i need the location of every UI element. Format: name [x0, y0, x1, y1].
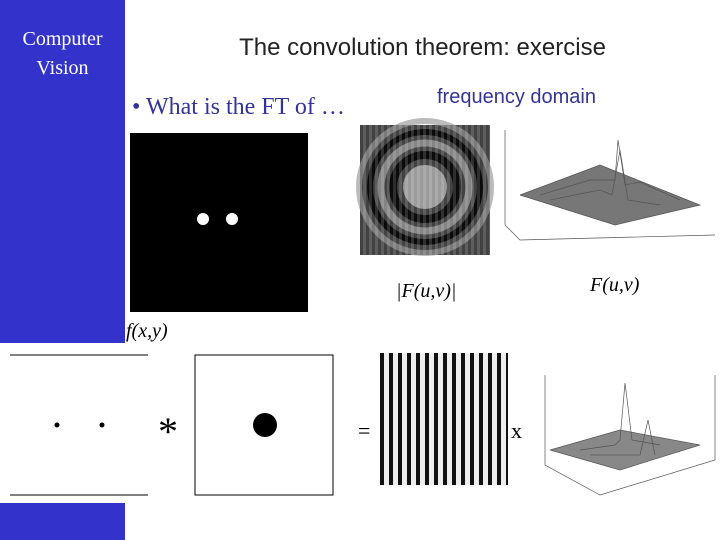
- dot: [99, 422, 105, 428]
- magnitude-image: [356, 118, 494, 256]
- times-symbol: x: [511, 418, 522, 443]
- bullet-text: What is the FT of …: [145, 94, 345, 120]
- sidebar-line: Computer: [22, 28, 103, 50]
- surface-plot: [504, 130, 716, 241]
- dot: [226, 213, 238, 225]
- sidebar-bottom: [0, 503, 125, 540]
- frequency-label: frequency domain: [437, 86, 596, 108]
- surface-plot: [544, 375, 716, 496]
- sidebar: [0, 0, 125, 343]
- bullet: • What is the FT of …: [132, 94, 345, 120]
- sidebar-text: Computer Vision: [0, 25, 125, 83]
- dot: [54, 422, 60, 428]
- sidebar-line: Vision: [36, 57, 89, 79]
- magnitude-label: |F(u,v)|: [396, 280, 457, 302]
- transform-label: F(u,v): [590, 274, 640, 296]
- signal-label: f(x,y): [126, 320, 168, 342]
- equals-symbol: =: [358, 418, 371, 443]
- dot: [197, 213, 209, 225]
- image-two-dots: [130, 133, 308, 312]
- dot: [253, 413, 277, 437]
- convolve-symbol: *: [158, 409, 178, 454]
- stripe-image: [380, 353, 508, 485]
- title: The convolution theorem: exercise: [239, 34, 606, 61]
